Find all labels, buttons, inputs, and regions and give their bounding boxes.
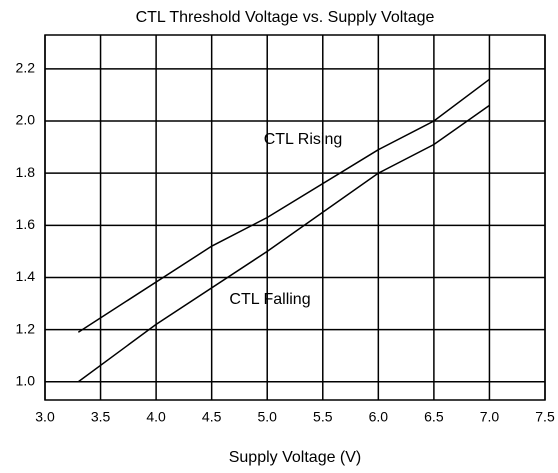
chart-title: CTL Threshold Voltage vs. Supply Voltage [136, 9, 435, 26]
x-tick-label: 4.0 [146, 409, 166, 425]
x-tick-label: 5.5 [313, 409, 333, 425]
x-tick-label: 3.0 [35, 409, 55, 425]
y-tick-label: 2.2 [16, 60, 36, 76]
x-tick-label: 6.5 [424, 409, 444, 425]
x-tick-label: 7.5 [535, 409, 555, 425]
x-tick-label: 3.5 [91, 409, 111, 425]
x-tick-label: 7.0 [480, 409, 500, 425]
y-tick-label: 1.0 [16, 372, 36, 388]
series-line [77, 104, 490, 383]
x-tick-label: 5.0 [257, 409, 277, 425]
x-tick-label: 4.5 [202, 409, 222, 425]
series-label: CTL Rising [264, 131, 343, 148]
y-tick-label: 1.6 [16, 216, 36, 232]
x-axis-label: Supply Voltage (V) [229, 449, 362, 466]
y-tick-label: 1.4 [16, 268, 36, 284]
x-tick-label: 6.0 [369, 409, 389, 425]
y-tick-label: 2.0 [16, 112, 36, 128]
y-tick-label: 1.8 [16, 164, 36, 180]
series-line [77, 78, 490, 333]
y-tick-label: 1.2 [16, 320, 36, 336]
series-label: CTL Falling [229, 291, 310, 308]
plot-frame [44, 34, 546, 401]
